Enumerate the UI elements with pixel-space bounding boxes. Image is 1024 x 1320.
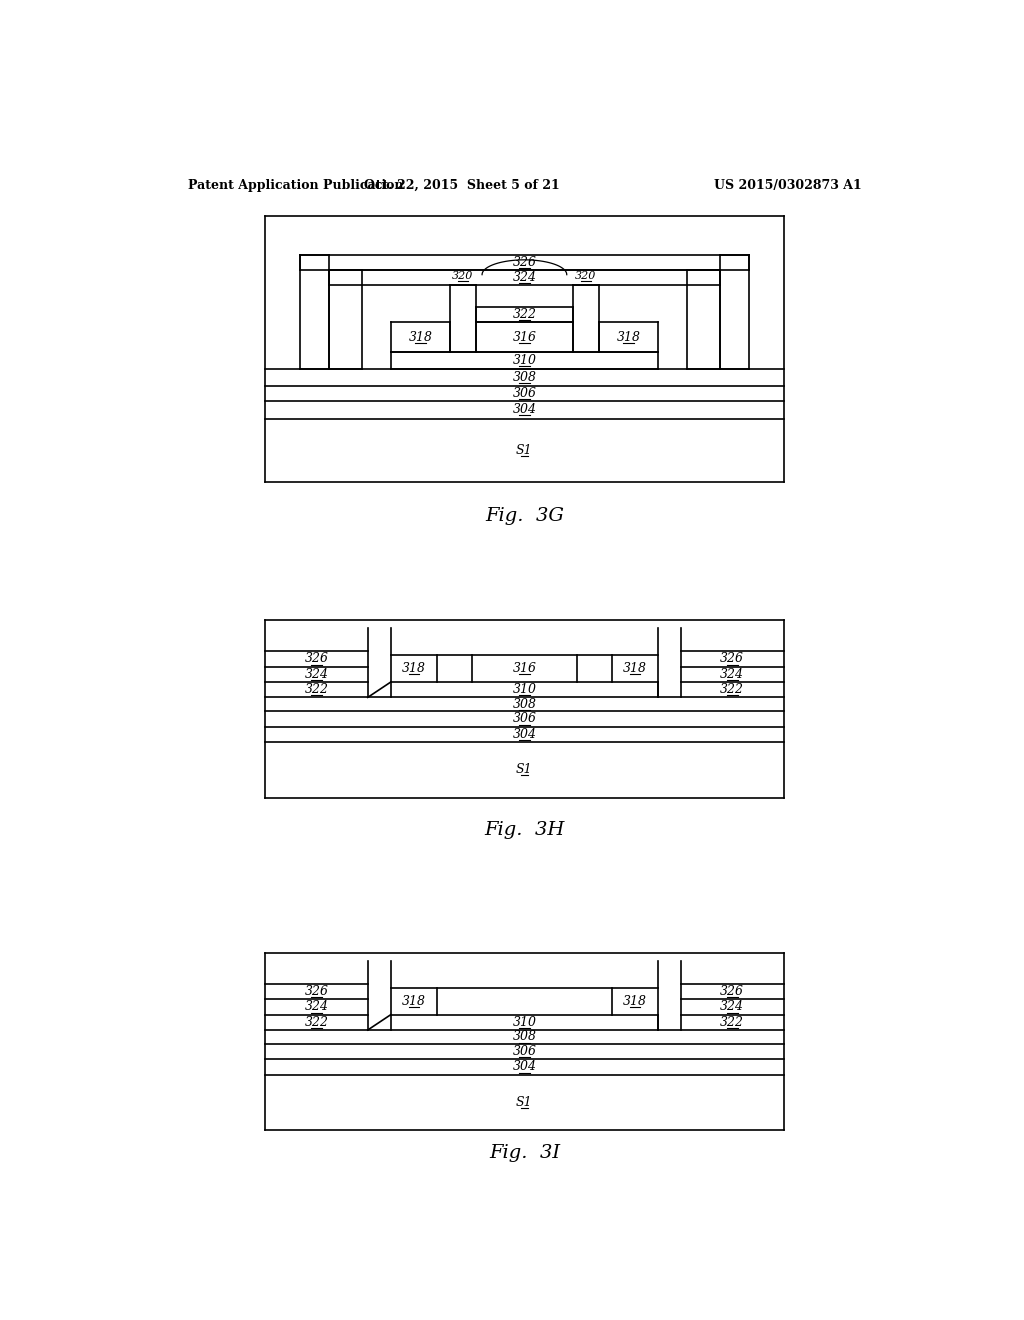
- Text: 322: 322: [304, 1016, 329, 1028]
- Text: 318: 318: [401, 995, 426, 1007]
- Text: 324: 324: [720, 1001, 744, 1014]
- Text: 318: 318: [401, 663, 426, 675]
- Text: US 2015/0302873 A1: US 2015/0302873 A1: [715, 178, 862, 191]
- Text: Fig.  3H: Fig. 3H: [484, 821, 564, 838]
- Text: 306: 306: [512, 713, 537, 726]
- Text: 318: 318: [616, 331, 640, 345]
- Text: 316: 316: [512, 663, 537, 675]
- Text: 318: 318: [623, 663, 647, 675]
- Text: Fig.  3G: Fig. 3G: [485, 507, 564, 525]
- Text: 318: 318: [623, 995, 647, 1007]
- Text: 320: 320: [575, 271, 597, 281]
- Text: 324: 324: [304, 1001, 329, 1014]
- Text: Fig.  3I: Fig. 3I: [488, 1144, 560, 1162]
- Text: 304: 304: [512, 727, 537, 741]
- Text: 308: 308: [512, 698, 537, 711]
- Text: 318: 318: [409, 331, 432, 345]
- Text: 326: 326: [512, 256, 537, 269]
- Text: 304: 304: [512, 404, 537, 416]
- Text: S1: S1: [516, 763, 532, 776]
- Text: 322: 322: [304, 684, 329, 696]
- Text: 324: 324: [720, 668, 744, 681]
- Text: 306: 306: [512, 1045, 537, 1059]
- Text: 322: 322: [720, 684, 744, 696]
- Text: 308: 308: [512, 1031, 537, 1044]
- Text: 326: 326: [304, 985, 329, 998]
- Text: Patent Application Publication: Patent Application Publication: [188, 178, 403, 191]
- Text: 316: 316: [512, 331, 537, 345]
- Text: 326: 326: [720, 985, 744, 998]
- Text: 304: 304: [512, 1060, 537, 1073]
- Text: 310: 310: [512, 684, 537, 696]
- Text: 322: 322: [720, 1016, 744, 1028]
- Text: 306: 306: [512, 387, 537, 400]
- Text: S1: S1: [516, 1096, 532, 1109]
- Text: 326: 326: [720, 652, 744, 665]
- Text: Oct. 22, 2015  Sheet 5 of 21: Oct. 22, 2015 Sheet 5 of 21: [364, 178, 559, 191]
- Text: 326: 326: [304, 652, 329, 665]
- Text: 324: 324: [512, 271, 537, 284]
- Text: 310: 310: [512, 354, 537, 367]
- Text: 310: 310: [512, 1016, 537, 1028]
- Text: 308: 308: [512, 371, 537, 384]
- Text: S1: S1: [516, 444, 532, 457]
- Text: 320: 320: [453, 271, 473, 281]
- Text: 322: 322: [512, 308, 537, 321]
- Text: 324: 324: [304, 668, 329, 681]
